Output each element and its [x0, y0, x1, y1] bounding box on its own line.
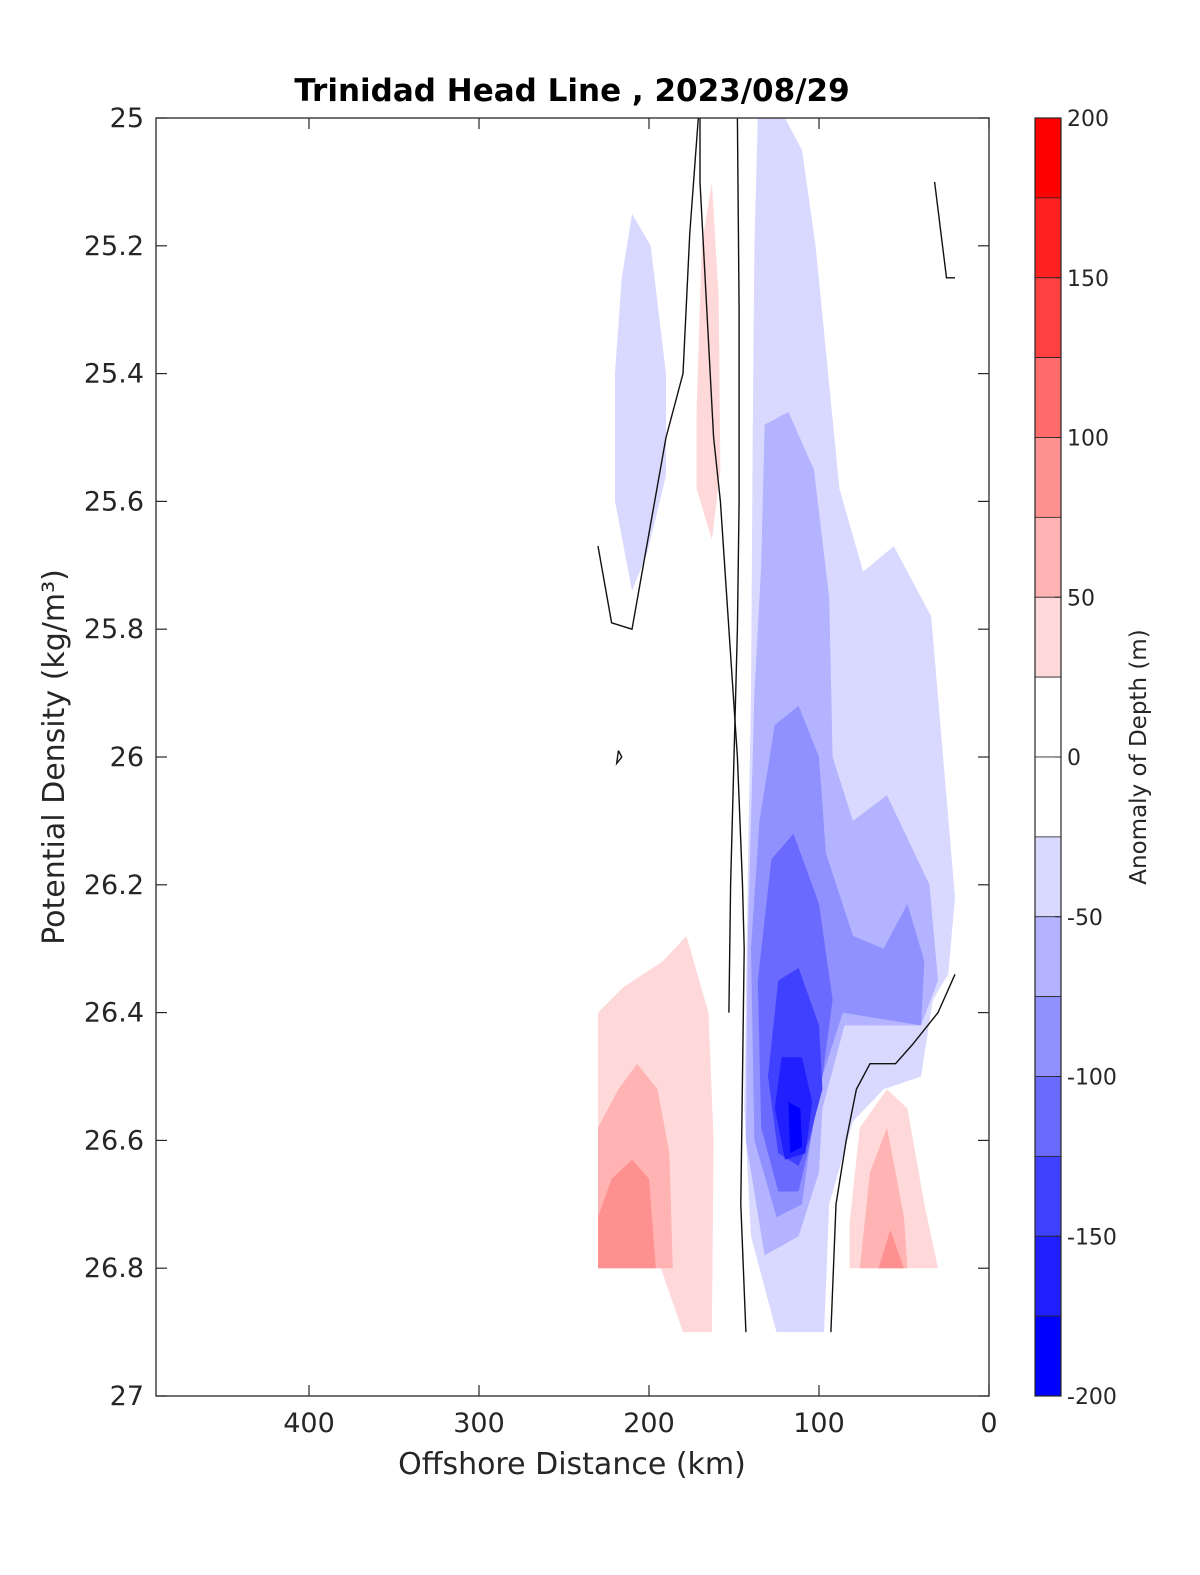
zero-contour-1	[728, 117, 740, 1013]
zero-contour-lines	[597, 117, 956, 1333]
colorbar-level	[1034, 916, 1062, 998]
colorbar-level	[1034, 836, 1062, 918]
y-axis-label: Potential Density (kg/m³)	[37, 569, 72, 945]
contour-region-13	[859, 1127, 908, 1269]
y-tick-label: 26.6	[84, 1125, 144, 1156]
colorbar-level	[1034, 357, 1062, 438]
colorbar: 200 150 100 50 0 -50 -100 -150 -200	[1034, 107, 1117, 1410]
colorbar-tick-label: -50	[1067, 906, 1103, 931]
colorbar-label: Anomaly of Depth (m)	[1126, 629, 1152, 884]
contour-region-8	[696, 181, 721, 540]
y-axis: 25 25.2 25.4 25.6 25.8 26 26.2 26.4 26.6 26.8 27	[84, 103, 989, 1412]
colorbar-tick-label: 200	[1067, 107, 1109, 132]
colorbar-tick-label: 50	[1067, 586, 1095, 611]
colorbar-level	[1034, 516, 1062, 598]
zero-contour-2	[597, 117, 699, 631]
colorbar-tick-label: -100	[1067, 1066, 1117, 1091]
colorbar-level	[1034, 1315, 1062, 1397]
colorbar-level	[1034, 197, 1062, 279]
chart-title: Trinidad Head Line , 2023/08/29	[294, 73, 849, 109]
colorbar-tick-label: 150	[1067, 267, 1109, 292]
zero-contour-4	[933, 181, 955, 279]
colorbar-level	[1034, 996, 1062, 1077]
x-tick-label: 300	[453, 1408, 505, 1439]
y-tick-label: 25.2	[84, 231, 144, 262]
contour-fills	[598, 118, 955, 1333]
colorbar-level	[1034, 596, 1062, 678]
x-axis: 400 300 200 100 0	[283, 118, 998, 1439]
contour-region-11	[598, 1159, 656, 1269]
colorbar-level	[1034, 756, 1062, 838]
contour-region-14	[878, 1229, 904, 1269]
colorbar-level	[1034, 1076, 1062, 1157]
colorbar-tick-label: 100	[1067, 427, 1109, 452]
contour-region-6	[788, 1102, 802, 1154]
y-tick-label: 27	[110, 1381, 144, 1412]
colorbar-tick-label: -150	[1067, 1225, 1117, 1250]
y-tick-label: 25	[110, 103, 144, 134]
y-tick-label: 25.6	[84, 486, 144, 517]
zero-contour-5	[615, 750, 623, 766]
x-axis-label: Offshore Distance (km)	[398, 1447, 746, 1482]
y-tick-label: 26.2	[84, 870, 144, 901]
colorbar-level	[1034, 1235, 1062, 1317]
x-tick-label: 400	[283, 1408, 335, 1439]
y-tick-label: 26.4	[84, 998, 144, 1029]
zero-contour-3	[830, 974, 956, 1333]
colorbar-tick-label: 0	[1067, 746, 1081, 771]
colorbar-level	[1034, 676, 1062, 758]
y-tick-label: 26	[110, 742, 144, 773]
x-tick-label: 100	[793, 1408, 845, 1439]
colorbar-level	[1034, 437, 1062, 518]
zero-contour-0	[699, 118, 747, 1333]
colorbar-tick-label: -200	[1067, 1385, 1117, 1410]
y-tick-label: 25.4	[84, 359, 144, 390]
colorbar-level	[1034, 1155, 1062, 1237]
x-tick-label: 200	[623, 1408, 675, 1439]
y-tick-label: 26.8	[84, 1253, 144, 1284]
y-tick-label: 25.8	[84, 614, 144, 645]
colorbar-level	[1034, 277, 1062, 359]
x-tick-label: 0	[980, 1408, 997, 1439]
colorbar-level	[1034, 117, 1062, 199]
contour-region-7	[615, 213, 666, 591]
